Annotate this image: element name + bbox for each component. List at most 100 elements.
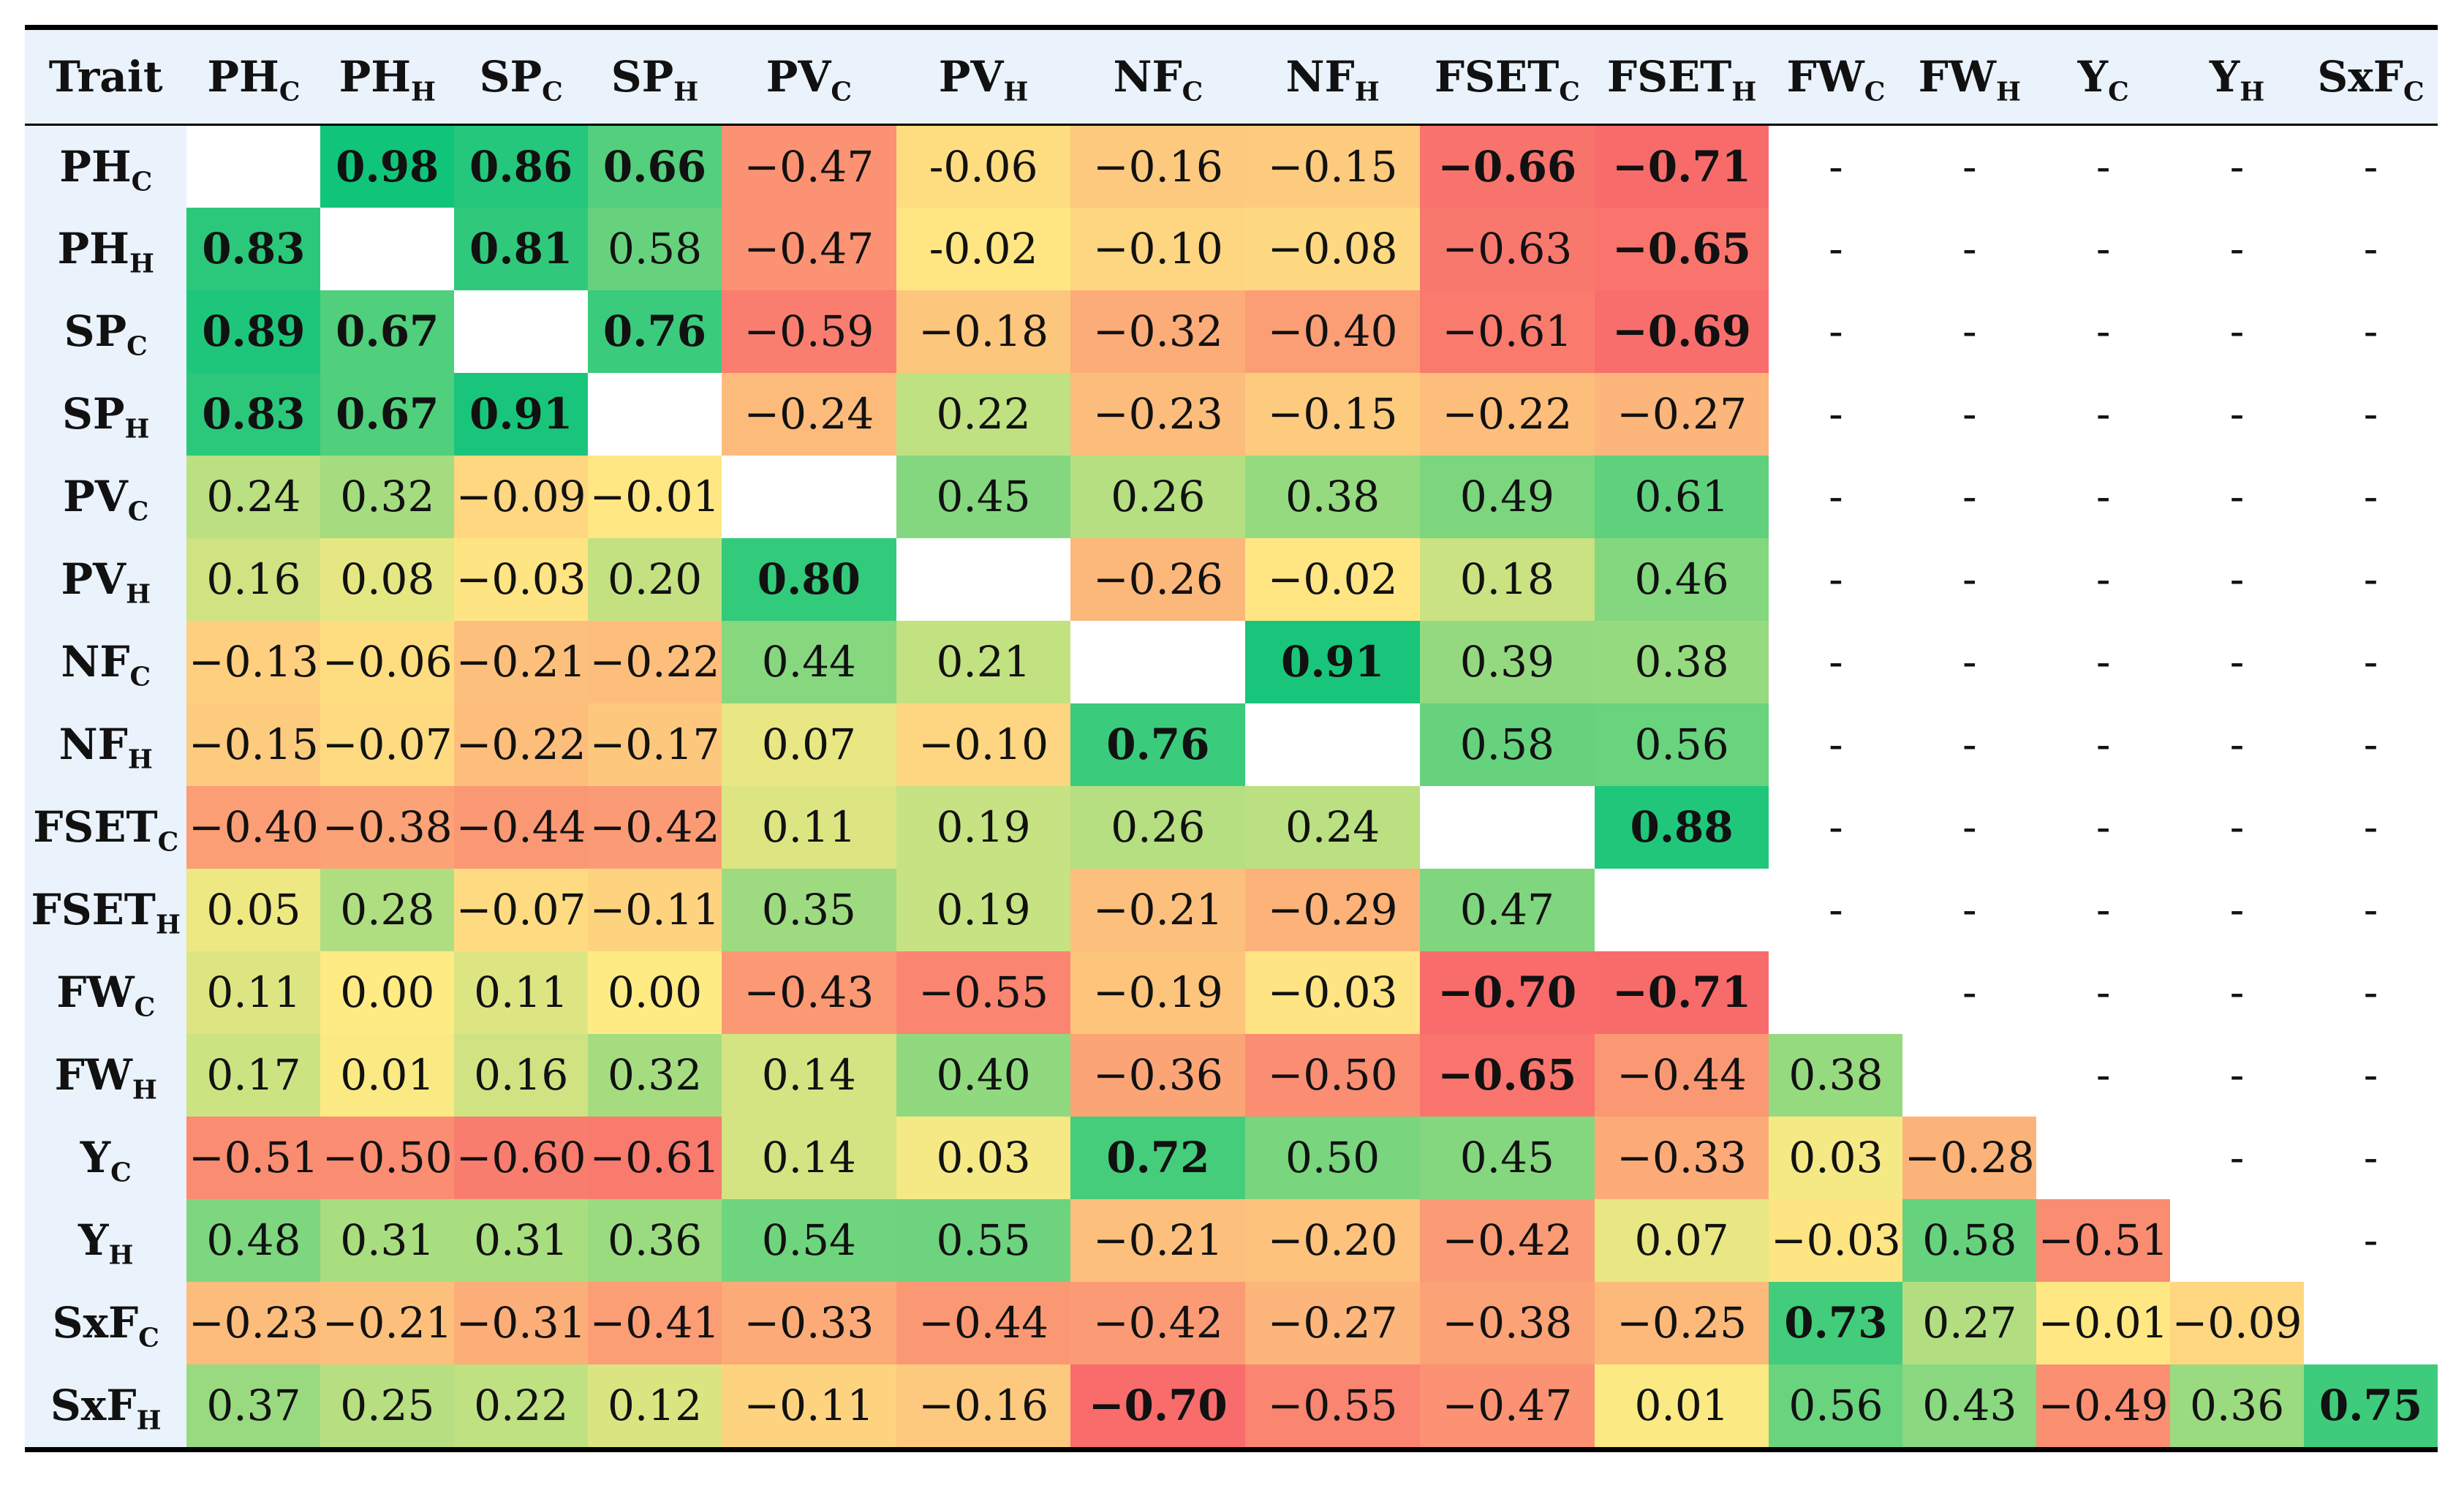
table-cell: -	[2095, 967, 2111, 1017]
table-row: FWC 0.11 0.00 0.11 0.00 −0.43 −0.55 −0.19 −0.03−…	[25, 951, 2438, 1034]
table-cell: 0.86	[454, 124, 589, 208]
table-cell: 0.58	[1902, 1198, 2037, 1282]
header-row: Trait PHC PHH SPC SPH PVC PVH NFC NFH FSETC FSETH…	[25, 30, 2438, 126]
table-cell: -	[1962, 802, 1977, 852]
column-header: PVC	[721, 30, 896, 126]
trait-base: FW	[54, 1050, 132, 1100]
table-cell: 0.89	[186, 290, 321, 373]
row-header: SxFC	[25, 1281, 187, 1364]
table-cell: 0.98	[320, 124, 455, 208]
row-header: FSETC	[25, 785, 187, 869]
column-header: NFH	[1245, 30, 1420, 126]
table-cell: -	[2363, 720, 2378, 769]
table-cell: −0.44	[1594, 1033, 1769, 1117]
table-cell	[2036, 1117, 2170, 1199]
correlation-table: Trait PHC PHH SPC SPH PVC PVH NFC NFH FSETC FSETH…	[25, 30, 2438, 1447]
table-cell: −0.15	[186, 703, 321, 786]
table-cell: 0.46	[1594, 537, 1769, 621]
table-cell: −0.43	[721, 951, 896, 1034]
table-cell: −0.61	[1419, 290, 1595, 373]
table-cell: -	[1829, 885, 1843, 934]
table-row: SPH 0.83 0.67 0.91 −0.24 0.22 −0.23 −0.15 −0.22−…	[25, 372, 2438, 456]
table-cell: −0.47	[721, 124, 896, 208]
table-cell: 0.36	[588, 1198, 722, 1282]
table-cell: 0.88	[1594, 785, 1769, 869]
table-cell: −0.71	[1594, 951, 1769, 1034]
table-cell	[2304, 1282, 2438, 1364]
table-cell: -	[1962, 637, 1977, 687]
corner-header: Trait	[25, 30, 187, 126]
table-cell: 0.00	[320, 951, 455, 1034]
trait-subscript: H	[1003, 76, 1029, 107]
trait-subscript: C	[134, 992, 156, 1023]
table-cell: 0.26	[1070, 785, 1246, 869]
table-cell: −0.47	[1419, 1364, 1595, 1447]
table-cell	[320, 208, 454, 290]
table-row: PHH 0.83 0.81 0.58 −0.47 -0.02 −0.10 −0.08 −0.63…	[25, 207, 2438, 290]
column-header: FSETC	[1419, 30, 1595, 126]
table-cell: -	[2229, 224, 2245, 273]
table-cell: −0.38	[1419, 1281, 1595, 1364]
row-header: YH	[25, 1198, 187, 1282]
table-cell: 0.56	[1594, 703, 1769, 786]
trait-base: SxF	[50, 1381, 137, 1430]
table-cell: 0.21	[896, 620, 1071, 703]
row-header: FWC	[25, 951, 187, 1034]
table-cell: 0.45	[1419, 1116, 1595, 1199]
table-cell: 0.81	[454, 207, 589, 290]
table-cell: −0.66	[1419, 124, 1595, 208]
trait-base: SxF	[2317, 52, 2403, 102]
table-cell: -	[1829, 224, 1843, 273]
row-header: NFC	[25, 620, 187, 703]
table-cell: -	[2095, 306, 2111, 356]
table-cell: 0.16	[454, 1033, 589, 1117]
table-cell: -	[2095, 720, 2111, 769]
table-cell: -	[2229, 885, 2245, 934]
table-cell: −0.17	[588, 703, 722, 786]
column-header: FSETH	[1594, 30, 1769, 126]
table-cell: 0.72	[1070, 1116, 1246, 1199]
table-cell: −0.27	[1245, 1281, 1420, 1364]
table-cell: -	[1829, 554, 1843, 604]
table-cell: 0.76	[1070, 703, 1246, 786]
table-cell: -	[2229, 141, 2245, 192]
table-cell: −0.42	[1419, 1198, 1595, 1282]
trait-base: SP	[62, 389, 125, 439]
table-cell: 0.01	[1594, 1364, 1769, 1447]
table-cell: −0.21	[454, 620, 589, 703]
table-cell: −0.29	[1245, 868, 1420, 951]
trait-base: PV	[938, 52, 1004, 102]
row-header: SxFH	[25, 1364, 187, 1447]
column-header: SxFC	[2303, 30, 2438, 126]
column-header: NFC	[1070, 30, 1246, 126]
trait-base: FW	[56, 967, 135, 1017]
table-cell: −0.47	[721, 207, 896, 290]
table-cell: 0.54	[721, 1198, 896, 1282]
table-cell: −0.32	[1070, 290, 1246, 373]
table-cell: -	[2363, 885, 2378, 934]
trait-subscript: C	[2108, 76, 2129, 107]
trait-base: PV	[61, 554, 126, 604]
table-cell: −0.36	[1070, 1033, 1246, 1117]
table-cell: −0.08	[1245, 207, 1420, 290]
table-cell: 0.14	[721, 1116, 896, 1199]
table-cell: -	[1829, 802, 1843, 852]
table-cell: −0.65	[1419, 1033, 1595, 1117]
table-cell: -	[2229, 472, 2245, 521]
table-cell: -	[1829, 389, 1843, 439]
trait-base: FW	[1786, 52, 1864, 102]
row-header: FSETH	[25, 868, 187, 951]
table-cell: 0.39	[1419, 620, 1595, 703]
table-cell	[1769, 951, 1902, 1034]
table-cell: 0.08	[320, 537, 455, 621]
table-cell: −0.31	[454, 1281, 589, 1364]
table-cell: −0.18	[896, 290, 1071, 373]
trait-subscript: C	[129, 661, 151, 692]
trait-base: NF	[1285, 52, 1355, 102]
table-cell: −0.71	[1594, 124, 1769, 208]
table-cell: −0.27	[1594, 372, 1769, 456]
table-cell: −0.23	[1070, 372, 1246, 456]
trait-subscript: H	[124, 413, 150, 445]
table-cell: −0.01	[2036, 1281, 2171, 1364]
trait-subscript: H	[1995, 76, 2021, 107]
